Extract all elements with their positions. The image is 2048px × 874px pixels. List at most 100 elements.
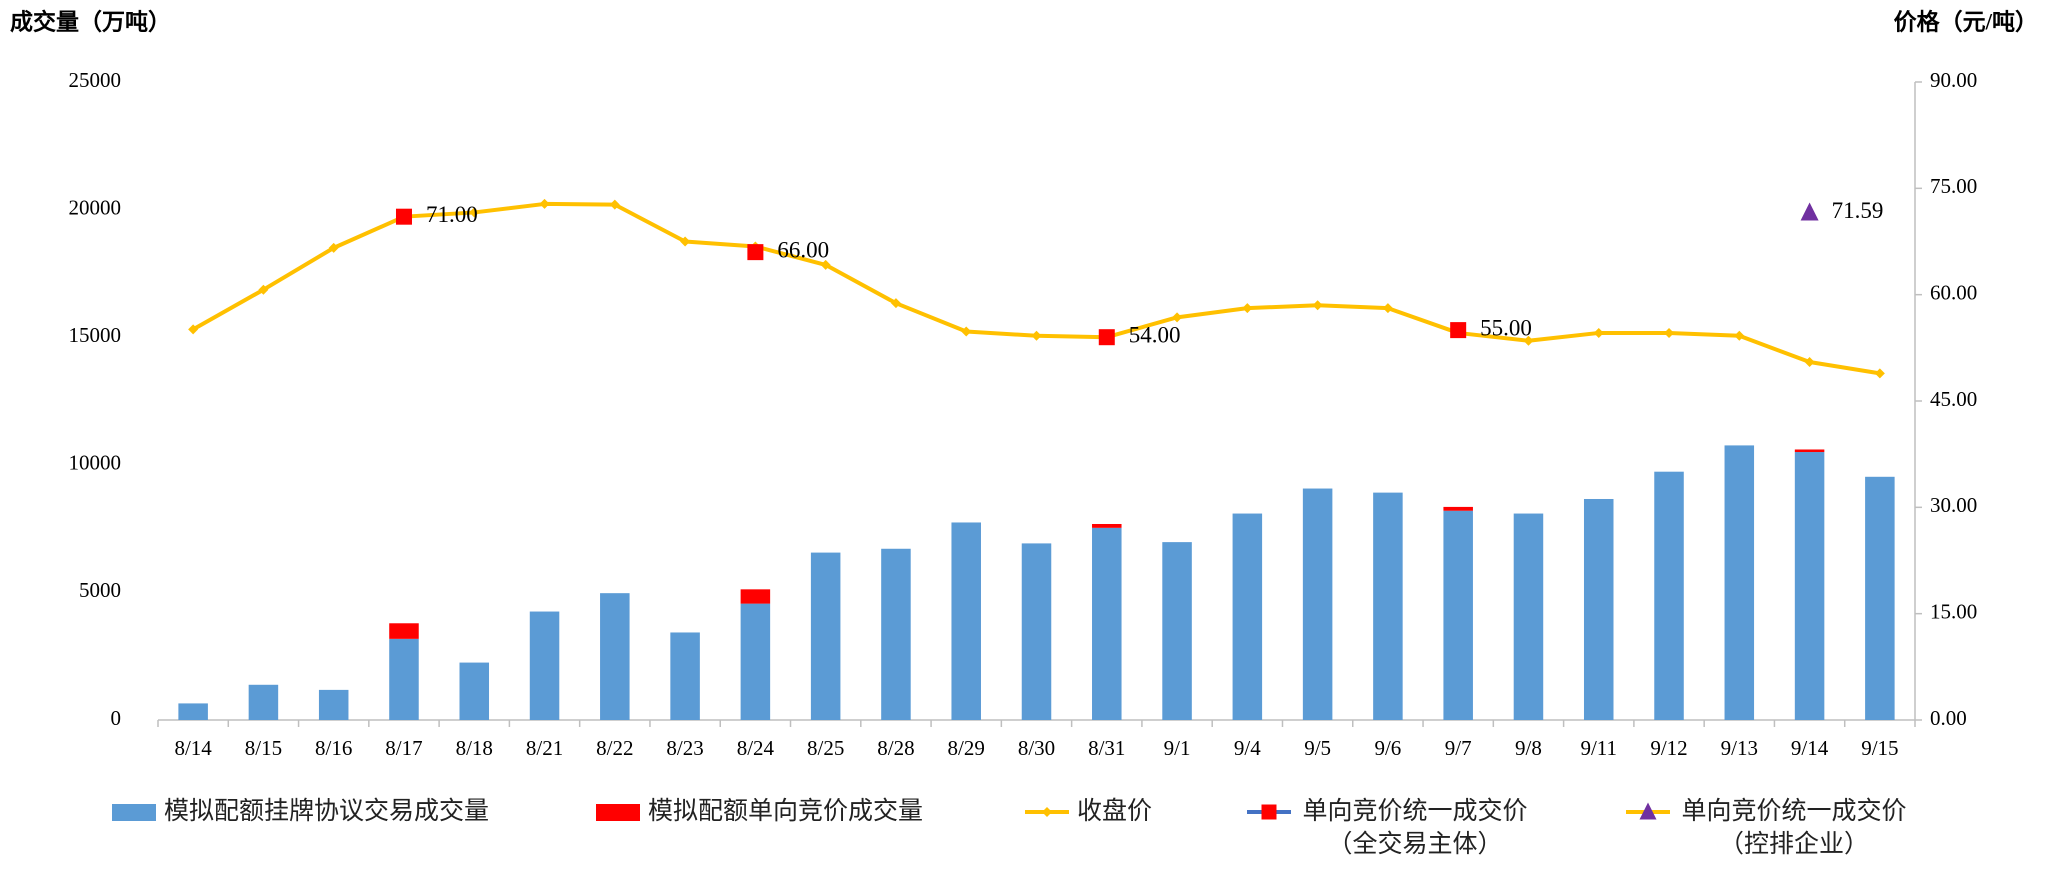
bar (1794, 452, 1825, 720)
x-tick-label: 8/18 (456, 736, 493, 760)
y-tick-label: 5000 (79, 578, 121, 602)
bar (318, 689, 349, 720)
marker-diamond (539, 198, 550, 209)
marker-diamond (680, 236, 691, 247)
x-tick-label: 8/30 (1018, 736, 1055, 760)
data-label: 55.00 (1480, 315, 1532, 340)
bar (1654, 471, 1684, 720)
x-tick-label: 8/16 (315, 736, 352, 760)
marker-square (1261, 804, 1277, 820)
marker-triangle (1639, 802, 1657, 820)
y2-tick-label: 45.00 (1930, 387, 1977, 411)
x-tick-label: 8/28 (877, 736, 914, 760)
marker-square (1450, 322, 1467, 339)
marker-square (747, 244, 764, 261)
y2-tick-label: 60.00 (1930, 280, 1977, 304)
marker-diamond (820, 259, 831, 270)
legend-label: 单向竞价统一成交价（全交易主体） (1302, 798, 1528, 858)
y-tick-label: 25000 (69, 68, 122, 92)
bar (740, 589, 771, 604)
marker-diamond (1664, 327, 1675, 338)
bar (1092, 524, 1122, 528)
y-tick-label: 15000 (69, 323, 122, 347)
legend-swatch (596, 804, 640, 821)
marker-diamond (1031, 330, 1042, 341)
bar (248, 684, 279, 720)
marker-diamond (961, 326, 972, 337)
bar (1583, 498, 1614, 720)
marker-square (1098, 329, 1115, 346)
marker-diamond (1523, 335, 1534, 346)
marker-diamond (1042, 807, 1052, 817)
x-tick-label: 9/13 (1721, 736, 1758, 760)
bar (881, 548, 911, 720)
y2-tick-label: 75.00 (1930, 174, 1977, 198)
x-tick-label: 9/4 (1234, 736, 1261, 760)
marker-diamond (1593, 327, 1604, 338)
legend-swatch (112, 804, 156, 821)
bar (1162, 542, 1192, 720)
legend-label: 单向竞价统一成交价（控排企业） (1681, 798, 1907, 858)
x-tick-label: 9/8 (1515, 736, 1542, 760)
marker-diamond (469, 207, 480, 218)
bar (178, 703, 208, 720)
x-tick-label: 9/6 (1374, 736, 1401, 760)
x-tick-label: 9/14 (1791, 736, 1829, 760)
bar (459, 662, 490, 720)
marker-diamond (328, 242, 339, 253)
bar (1724, 445, 1755, 720)
y2-tick-label: 0.00 (1930, 706, 1967, 730)
x-tick-label: 8/31 (1088, 736, 1125, 760)
bar (389, 623, 419, 639)
x-tick-label: 8/14 (174, 736, 212, 760)
data-label: 71.59 (1832, 198, 1884, 223)
marker-diamond (1804, 357, 1815, 368)
bar (951, 522, 981, 720)
marker-square (395, 208, 412, 225)
x-tick-label: 8/24 (737, 736, 775, 760)
marker-diamond (1734, 330, 1745, 341)
bar (810, 552, 841, 720)
data-label: 54.00 (1129, 322, 1181, 347)
bar (1794, 449, 1825, 453)
marker-diamond (188, 324, 199, 335)
x-tick-label: 8/25 (807, 736, 844, 760)
y2-axis-title: 价格（元/吨） (1894, 8, 2038, 34)
marker-diamond (258, 284, 269, 295)
y-tick-label: 0 (111, 706, 122, 730)
bar (1513, 513, 1544, 720)
marker-diamond (609, 199, 620, 210)
x-tick-label: 8/29 (948, 736, 985, 760)
y2-tick-label: 90.00 (1930, 68, 1977, 92)
data-label: 71.00 (426, 202, 478, 227)
x-tick-label: 9/15 (1861, 736, 1898, 760)
bar (1373, 492, 1403, 720)
marker-diamond (1242, 303, 1253, 314)
x-tick-label: 8/17 (385, 736, 422, 760)
bar (1443, 506, 1473, 511)
bar (1092, 527, 1122, 720)
x-tick-label: 8/15 (245, 736, 282, 760)
bar (740, 603, 771, 720)
x-tick-label: 9/12 (1650, 736, 1687, 760)
x-tick-label: 9/5 (1304, 736, 1331, 760)
x-tick-label: 8/22 (596, 736, 633, 760)
bar (1232, 513, 1263, 720)
x-tick-label: 8/21 (526, 736, 563, 760)
bar (600, 593, 630, 720)
line (192, 201, 1881, 376)
y-tick-label: 10000 (69, 451, 122, 475)
bar (1443, 510, 1473, 720)
legend-label: 收盘价 (1077, 798, 1153, 825)
marker-triangle (1800, 202, 1819, 221)
marker-diamond (1172, 312, 1183, 323)
bar (1302, 488, 1333, 720)
y2-tick-label: 30.00 (1930, 493, 1977, 517)
legend-label: 模拟配额单向竞价成交量 (648, 798, 924, 825)
marker-diamond (1382, 303, 1393, 314)
bar (529, 611, 560, 720)
y-tick-label: 20000 (69, 195, 122, 219)
marker-diamond (1312, 300, 1323, 311)
